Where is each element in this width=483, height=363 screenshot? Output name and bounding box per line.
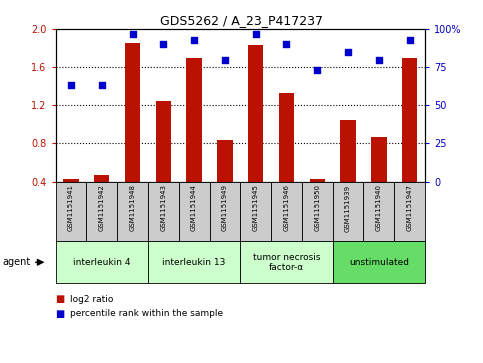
Text: GSM1151947: GSM1151947 (407, 184, 412, 232)
Point (406, 37, 413, 42)
Text: GSM1151940: GSM1151940 (376, 184, 382, 232)
Text: interleukin 13: interleukin 13 (162, 258, 226, 267)
Point (159, 41, 167, 47)
Text: tumor necrosis
factor-α: tumor necrosis factor-α (253, 253, 320, 272)
Text: GDS5262 / A_23_P417237: GDS5262 / A_23_P417237 (160, 15, 323, 28)
Text: GSM1151946: GSM1151946 (284, 184, 289, 232)
Text: agent: agent (2, 257, 30, 267)
Text: GSM1151939: GSM1151939 (345, 184, 351, 232)
Point (252, 31, 259, 37)
Bar (186, 58, 202, 182)
Text: GSM1151950: GSM1151950 (314, 184, 320, 232)
Bar (248, 45, 263, 182)
Text: GSM1151943: GSM1151943 (160, 184, 166, 232)
Text: GSM1151942: GSM1151942 (99, 184, 105, 231)
Bar (341, 119, 356, 182)
Point (313, 67, 321, 73)
Bar (125, 43, 140, 182)
Text: percentile rank within the sample: percentile rank within the sample (70, 310, 223, 318)
Text: GSM1151948: GSM1151948 (129, 184, 136, 232)
Text: unstimulated: unstimulated (349, 258, 409, 267)
Point (344, 49, 352, 55)
Bar (310, 179, 325, 182)
Point (221, 57, 229, 62)
Point (190, 37, 198, 42)
Bar (371, 137, 386, 182)
Bar (217, 139, 233, 182)
Bar (63, 179, 79, 182)
Text: interleukin 4: interleukin 4 (73, 258, 130, 267)
Text: GSM1151949: GSM1151949 (222, 184, 228, 232)
Text: GSM1151945: GSM1151945 (253, 184, 259, 231)
Bar (94, 175, 110, 182)
Bar (156, 101, 171, 182)
Text: ■: ■ (56, 309, 65, 319)
Bar (279, 93, 294, 182)
Text: ■: ■ (56, 294, 65, 305)
Bar (402, 58, 417, 182)
Point (128, 31, 136, 37)
Point (98, 82, 106, 88)
Point (67, 82, 75, 88)
Point (375, 57, 383, 62)
Text: log2 ratio: log2 ratio (70, 295, 114, 304)
Text: GSM1151941: GSM1151941 (68, 184, 74, 232)
Point (283, 41, 290, 47)
Text: GSM1151944: GSM1151944 (191, 184, 197, 231)
